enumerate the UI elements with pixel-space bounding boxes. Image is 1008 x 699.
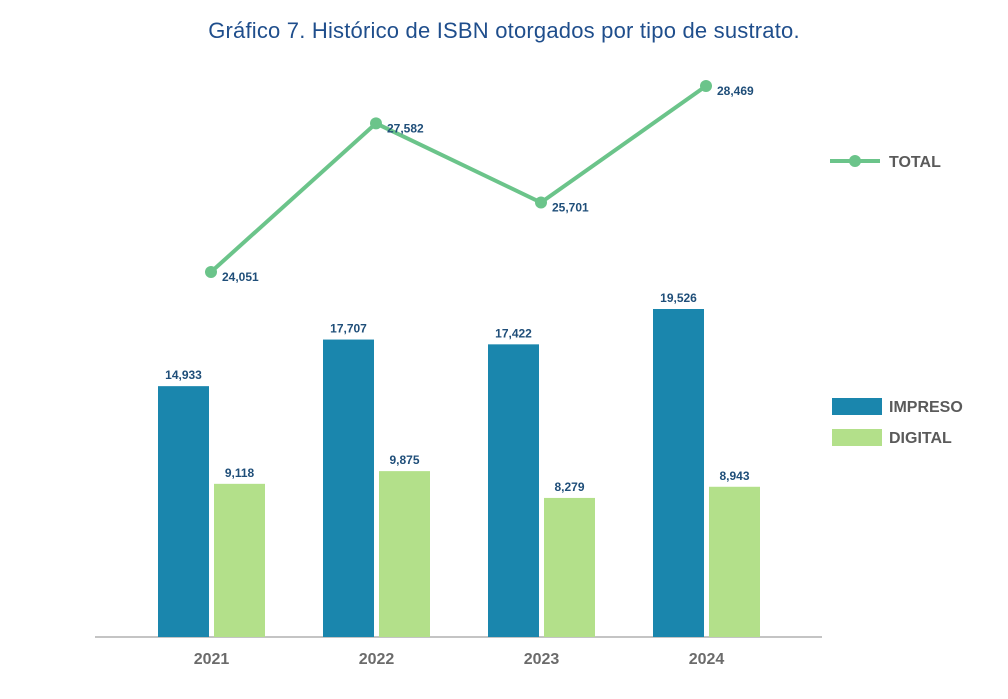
x-tick-2023: 2023 (524, 651, 560, 668)
bar-impreso-2024 (653, 309, 704, 637)
x-tick-labels: 2021 2022 2023 2024 (194, 651, 725, 668)
bar-digital-2021 (214, 483, 265, 637)
legend-total-label: TOTAL (889, 154, 941, 171)
bar-digital-2023 (544, 497, 595, 637)
x-tick-2022: 2022 (359, 651, 395, 668)
bar-label-digital-2023: 8,279 (554, 480, 584, 494)
total-point-2021 (205, 266, 217, 278)
x-tick-2021: 2021 (194, 651, 230, 668)
total-point-2023 (535, 196, 547, 209)
bar-label-digital-2021: 9,118 (225, 466, 255, 480)
legend-impreso-swatch (832, 398, 882, 415)
bar-impreso-2022 (323, 339, 374, 637)
legend: TOTAL IMPRESO DIGITAL (830, 154, 963, 447)
bar-label-digital-2022: 9,875 (389, 453, 419, 467)
chart-title: Gráfico 7. Histórico de ISBN otorgados p… (208, 18, 800, 43)
total-series-line (209, 84, 708, 274)
total-label-2021: 24,051 (222, 270, 259, 284)
legend-impreso-label: IMPRESO (889, 399, 963, 416)
bar-impreso-2021 (158, 386, 209, 637)
x-tick-2024: 2024 (689, 651, 725, 668)
bar-digital-2022 (379, 471, 430, 637)
total-point-2022 (370, 117, 382, 130)
total-point-2024 (700, 80, 712, 92)
bar-digital-2024 (709, 486, 760, 637)
bar-label-digital-2024: 8,943 (719, 469, 749, 483)
legend-digital-swatch (832, 429, 882, 446)
bar-label-impreso-2022: 17,707 (330, 322, 367, 336)
bar-label-impreso-2024: 19,526 (660, 291, 697, 305)
total-label-2023: 25,701 (552, 201, 589, 215)
total-line-group (205, 80, 712, 278)
legend-total-marker (849, 155, 861, 167)
legend-digital-label: DIGITAL (889, 430, 952, 447)
bar-label-impreso-2021: 14,933 (165, 368, 202, 382)
bar-label-impreso-2023: 17,422 (495, 326, 532, 340)
total-label-2024: 28,469 (717, 84, 754, 98)
value-labels-group: 14,933 9,118 17,707 9,875 17,422 8,279 19,526 8… (165, 84, 754, 494)
total-label-2022: 27,582 (387, 121, 424, 135)
bar-impreso-2023 (488, 344, 539, 637)
bars-group (158, 309, 760, 637)
